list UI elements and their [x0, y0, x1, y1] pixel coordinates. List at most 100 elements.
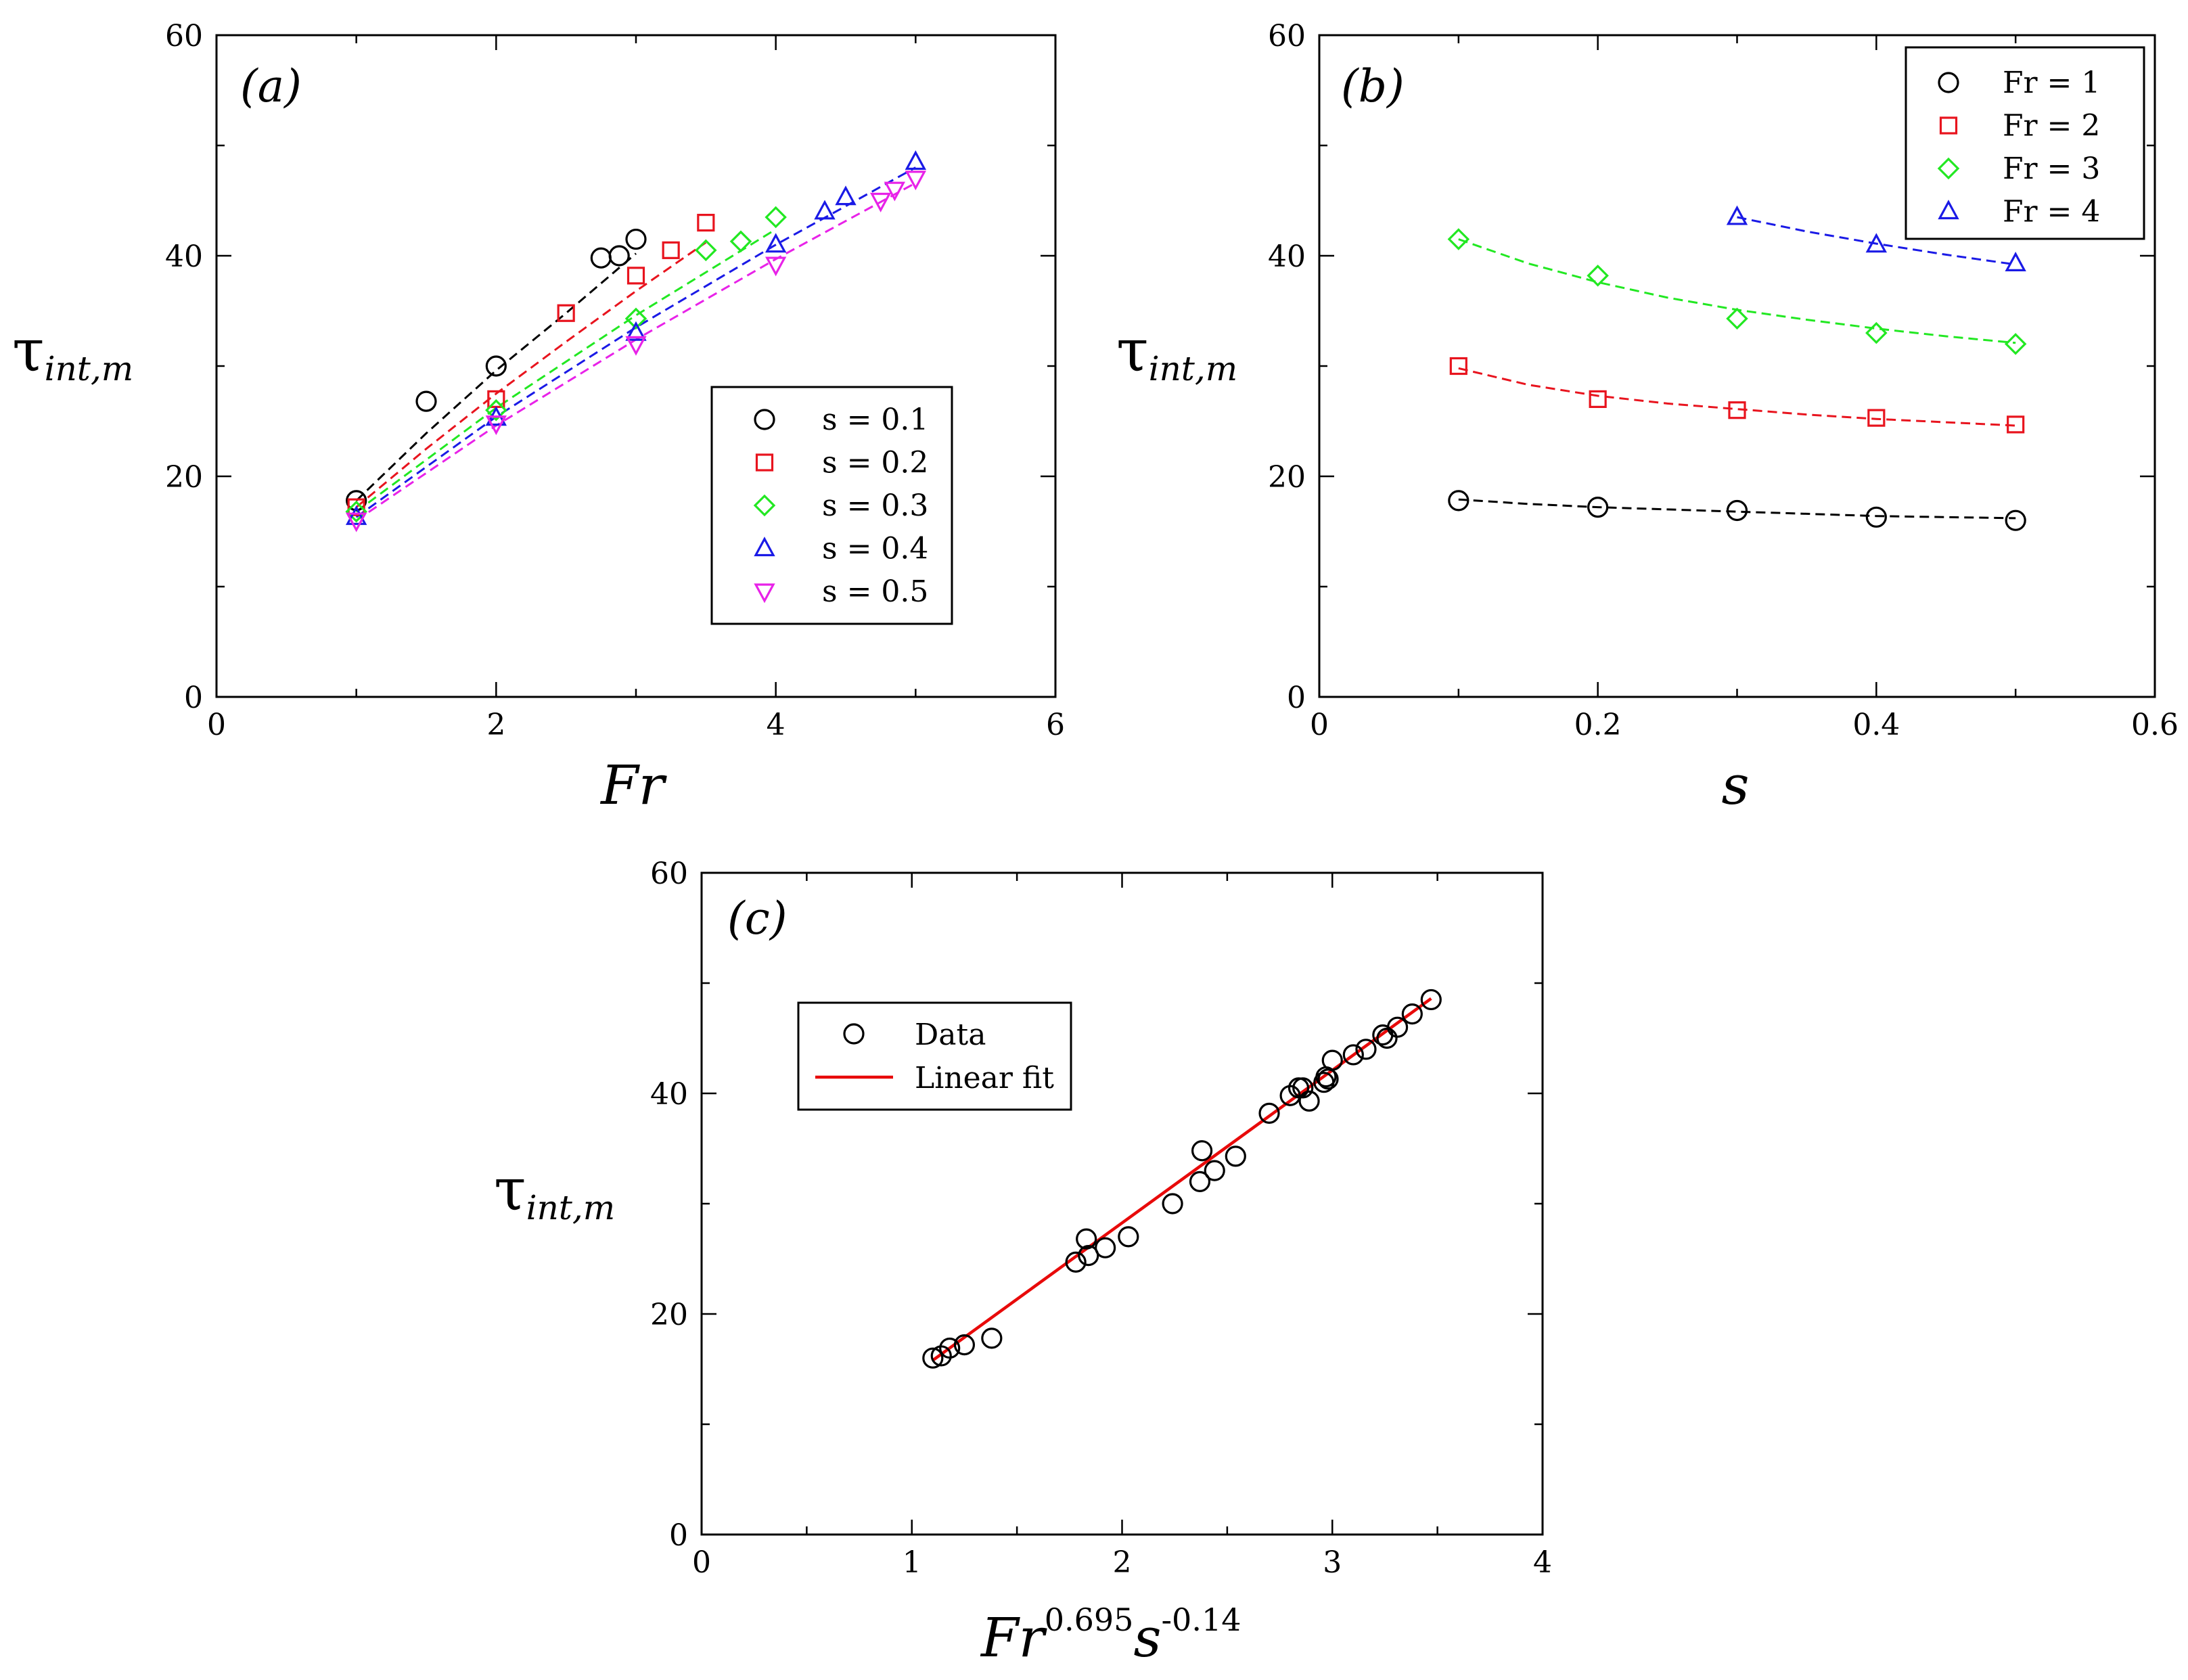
data-point-b-0	[1448, 490, 1469, 512]
data-point-c	[1298, 1090, 1320, 1112]
data-point-b-0	[2005, 509, 2026, 531]
legend-a: s = 0.1 s = 0.2 s = 0.3 s = 0.4 s = 0.5	[710, 386, 953, 625]
data-point-c	[1162, 1193, 1183, 1214]
legend-label-a-0: s = 0.1	[822, 403, 928, 437]
data-point-a-0	[625, 228, 647, 250]
data-point-a-4	[625, 336, 647, 356]
y-tick-label: 0	[669, 1518, 688, 1553]
data-point-c	[922, 1347, 944, 1369]
y-tick-label: 20	[165, 460, 203, 495]
x-tick-label: 0	[1310, 708, 1329, 742]
data-point-c	[1095, 1237, 1116, 1258]
data-point-c	[1204, 1160, 1225, 1181]
legend-box-a	[710, 386, 953, 625]
data-point-c	[1401, 1003, 1423, 1025]
legend-label-data: Data	[915, 1018, 986, 1052]
plot-frame-c	[700, 871, 1544, 1536]
data-point-a-4	[345, 512, 367, 532]
data-point-a-3	[625, 321, 647, 341]
fit-line-b-1	[1458, 367, 2016, 427]
fit-line-a-1	[355, 242, 707, 508]
legend-items-b: Fr = 1 Fr = 2 Fr = 3 Fr = 4	[1937, 66, 2100, 229]
legend-items-c: Data Linear fit	[815, 1018, 1054, 1095]
data-point-a-4	[869, 192, 892, 212]
legend-label-b-0: Fr = 1	[2003, 66, 2100, 100]
data-point-c	[1118, 1226, 1139, 1248]
legend-c: Data Linear fit	[797, 1001, 1072, 1111]
data-point-c	[953, 1334, 976, 1356]
data-point-c	[1321, 1049, 1343, 1071]
panel-label-a: (a)	[240, 60, 302, 112]
y-tick-label: 40	[650, 1077, 688, 1112]
data-point-b-0	[1865, 506, 1887, 528]
legend-marker-b-0	[1938, 72, 1959, 93]
data-point-b-1	[1867, 409, 1886, 427]
y-tick-label: 60	[650, 857, 688, 891]
data-point-c	[1225, 1145, 1246, 1167]
data-point-b-3	[2005, 252, 2026, 272]
legend-marker-b-2	[1937, 157, 1960, 180]
data-point-b-2	[1865, 321, 1888, 344]
legend-label-a-3: s = 0.4	[822, 532, 928, 566]
data-point-a-1	[347, 498, 365, 516]
fit-line-a-0	[355, 252, 637, 501]
data-point-a-0	[590, 247, 612, 269]
legend-marker-b-3	[1938, 200, 1959, 220]
x-tick-label: 6	[1046, 708, 1065, 742]
x-tick-label: 0	[207, 708, 226, 742]
x-axis-title-a: Fr	[599, 754, 668, 817]
x-axis-title-b: s	[1721, 754, 1749, 817]
x-title-c-exp1: 0.695	[1045, 1602, 1134, 1638]
data-point-a-0	[485, 355, 507, 377]
legend-b: Fr = 1 Fr = 2 Fr = 3 Fr = 4	[1905, 46, 2145, 240]
data-point-c	[1376, 1027, 1398, 1049]
x-tick-label: 4	[767, 708, 785, 742]
data-point-b-1	[1449, 357, 1467, 376]
y-tick-label: 40	[165, 240, 203, 274]
data-point-a-2	[695, 239, 717, 262]
data-point-c	[1191, 1140, 1213, 1162]
x-tick-label: 0.6	[2131, 708, 2179, 742]
data-point-b-0	[1587, 497, 1609, 518]
y-title-a-sub: int,m	[45, 349, 134, 388]
y-title-b-sub: int,m	[1149, 349, 1238, 388]
data-point-a-4	[884, 181, 906, 202]
data-point-c	[939, 1337, 961, 1359]
data-point-a-2	[729, 230, 752, 253]
data-point-a-0	[415, 390, 437, 412]
legend-label-a-1: s = 0.2	[822, 446, 928, 480]
data-point-c	[1420, 989, 1442, 1011]
data-point-b-2	[1587, 265, 1609, 287]
legend-marker-a-4	[754, 583, 775, 604]
data-point-c	[1065, 1251, 1087, 1273]
data-point-c	[1355, 1039, 1377, 1060]
x-title-c-exp2: -0.14	[1162, 1602, 1241, 1638]
legend-box-c	[797, 1001, 1072, 1111]
data-point-a-3	[345, 505, 367, 525]
legend-marker-data	[843, 1023, 865, 1045]
legend-items-a: s = 0.1 s = 0.2 s = 0.3 s = 0.4 s = 0.5	[753, 403, 928, 609]
legend-label-b-3: Fr = 4	[2003, 195, 2100, 229]
data-point-b-2	[2004, 333, 2027, 355]
data-point-a-1	[662, 241, 680, 259]
data-point-a-3	[765, 233, 787, 253]
markers-a	[345, 150, 927, 532]
legend-label-b-1: Fr = 2	[2003, 109, 2100, 143]
x-tick-label: 2	[1113, 1545, 1132, 1580]
y-tick-label: 20	[1268, 460, 1306, 495]
y-axis-title-b: τint,m	[1116, 317, 1237, 388]
legend-marker-a-2	[753, 494, 776, 517]
data-point-a-2	[345, 500, 367, 523]
x-tick-label: 2	[486, 708, 505, 742]
markers-b	[1447, 205, 2027, 531]
data-point-a-4	[905, 171, 927, 191]
data-point-a-2	[765, 206, 787, 229]
data-point-a-0	[346, 490, 367, 512]
y-tick-label: 60	[165, 19, 203, 53]
data-point-c	[1258, 1102, 1280, 1124]
y-tick-label: 0	[1287, 681, 1306, 715]
data-point-c	[1342, 1044, 1364, 1066]
